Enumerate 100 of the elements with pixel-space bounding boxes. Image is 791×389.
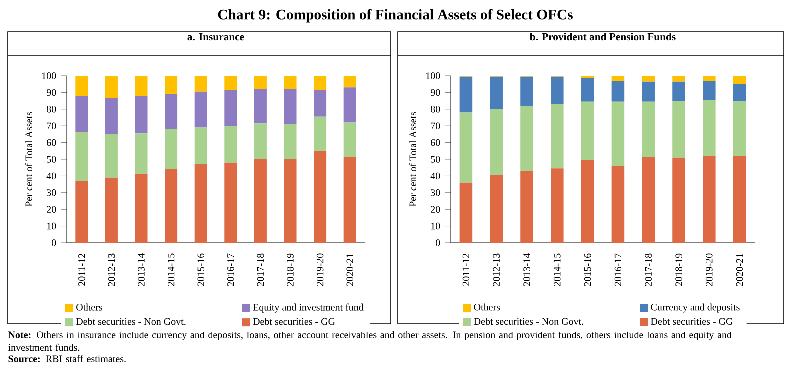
x-tick-label: 2011-12: [78, 254, 86, 286]
bar: [703, 76, 716, 82]
legend-label: Currency and deposits: [651, 304, 740, 313]
y-tick-label: 60: [47, 139, 56, 146]
bar: [733, 84, 746, 102]
bar: [460, 112, 473, 183]
y-tick-label: 70: [431, 122, 440, 130]
bar: [672, 101, 686, 158]
bar: [551, 76, 564, 104]
bar: [314, 116, 327, 152]
x-tick-label: 2011-12: [462, 254, 470, 286]
bar: [490, 76, 503, 110]
chart-title: a. Insurance: [188, 33, 244, 41]
x-tick-label: 2013-14: [138, 254, 145, 286]
y-axis-title: Per cent of Total Assets: [409, 112, 416, 207]
bar: [194, 92, 208, 128]
bar: [224, 76, 238, 90]
legend-label: Others: [76, 304, 102, 311]
bar: [612, 81, 625, 102]
y-tick-label: 30: [431, 190, 440, 196]
bar: [194, 76, 208, 92]
bar: [76, 181, 88, 243]
bar: [642, 76, 655, 82]
x-tick-label: 2015-16: [198, 254, 204, 286]
bar: [344, 88, 356, 123]
bar: [642, 82, 655, 102]
y-axis-title: Per cent of Total Assets: [25, 112, 32, 207]
text: Chart 9: Composition of Financial Assets of Select OFCs: [218, 9, 573, 23]
bar: [581, 78, 594, 102]
x-tick-label: 2012-13: [108, 254, 116, 286]
y-tick-label: 10: [47, 222, 56, 230]
x-tick-label: 2013-14: [524, 254, 530, 286]
bar: [314, 76, 327, 90]
x-tick-label: 2014-15: [168, 254, 175, 286]
x-tick-label: 2020-21: [736, 254, 744, 286]
bar: [224, 126, 238, 163]
y-tick-label: 30: [47, 190, 56, 196]
bar: [76, 76, 88, 96]
legend-label: Others: [474, 304, 500, 311]
y-tick-label: 40: [46, 172, 56, 180]
bar: [581, 160, 594, 243]
x-tick-label: 2017-18: [257, 254, 264, 286]
legend-label: Debt securities - Non Govt.: [76, 318, 186, 326]
bar: [284, 124, 297, 160]
bar: [490, 109, 503, 176]
y-tick-label: 100: [426, 72, 440, 80]
bar: [581, 102, 594, 160]
y-tick-label: 20: [431, 206, 440, 213]
bar: [612, 166, 625, 243]
bar: [733, 101, 746, 156]
bar: [642, 102, 655, 157]
text: Note: Others in insurance include currency and deposits, loans, other account receivables and other assets. In pension and provident funds, others include loans and equity and investment funds.: [8, 331, 732, 352]
y-tick-label: 90: [46, 89, 56, 96]
x-tick-label: 2014-15: [554, 254, 561, 286]
bar: [105, 134, 118, 178]
x-tick-label: 2015-16: [584, 254, 592, 286]
y-tick-label: 80: [430, 106, 440, 113]
bar: [344, 122, 356, 157]
bar: [105, 76, 118, 99]
bar: [254, 160, 267, 243]
bar: [284, 76, 297, 90]
bar: [224, 90, 238, 126]
bar: [76, 96, 88, 132]
bar: [254, 89, 267, 124]
bar: [581, 76, 594, 78]
y-tick-label: 50: [431, 156, 440, 163]
bar: [490, 175, 503, 243]
bar: [733, 156, 746, 243]
legend-label: Equity and investment fund: [253, 304, 364, 313]
bar: [672, 82, 686, 102]
bar: [612, 76, 625, 82]
bar: [344, 156, 356, 243]
bar: [194, 128, 208, 165]
y-tick-label: 40: [430, 172, 440, 180]
bar: [165, 170, 178, 243]
bar: [460, 76, 473, 113]
y-tick-label: 80: [46, 106, 56, 113]
x-tick-label: 2018-19: [676, 254, 682, 286]
bar: [314, 151, 327, 243]
bar: [672, 158, 686, 243]
bar: [551, 104, 564, 169]
x-tick-label: 2017-18: [645, 254, 652, 286]
bar: [460, 182, 473, 243]
bar: [165, 129, 178, 170]
y-tick-label: 90: [430, 89, 440, 96]
chart-title: b. Provident and Pension Funds: [530, 33, 676, 41]
bar: [254, 76, 267, 90]
bar: [284, 89, 297, 124]
legend-label: Debt securities - GG: [253, 318, 336, 326]
bar: [194, 164, 208, 243]
bar: [165, 76, 178, 94]
x-tick-label: 2020-21: [346, 254, 354, 286]
x-tick-label: 2019-20: [706, 254, 713, 286]
bar: [703, 156, 716, 243]
bar: [105, 178, 118, 243]
legend-label: Debt securities - GG: [651, 318, 733, 326]
x-tick-label: 2016-17: [614, 254, 622, 286]
legend-label: Debt securities - Non Govt.: [474, 318, 584, 326]
bar: [612, 102, 625, 166]
bar: [520, 106, 534, 172]
